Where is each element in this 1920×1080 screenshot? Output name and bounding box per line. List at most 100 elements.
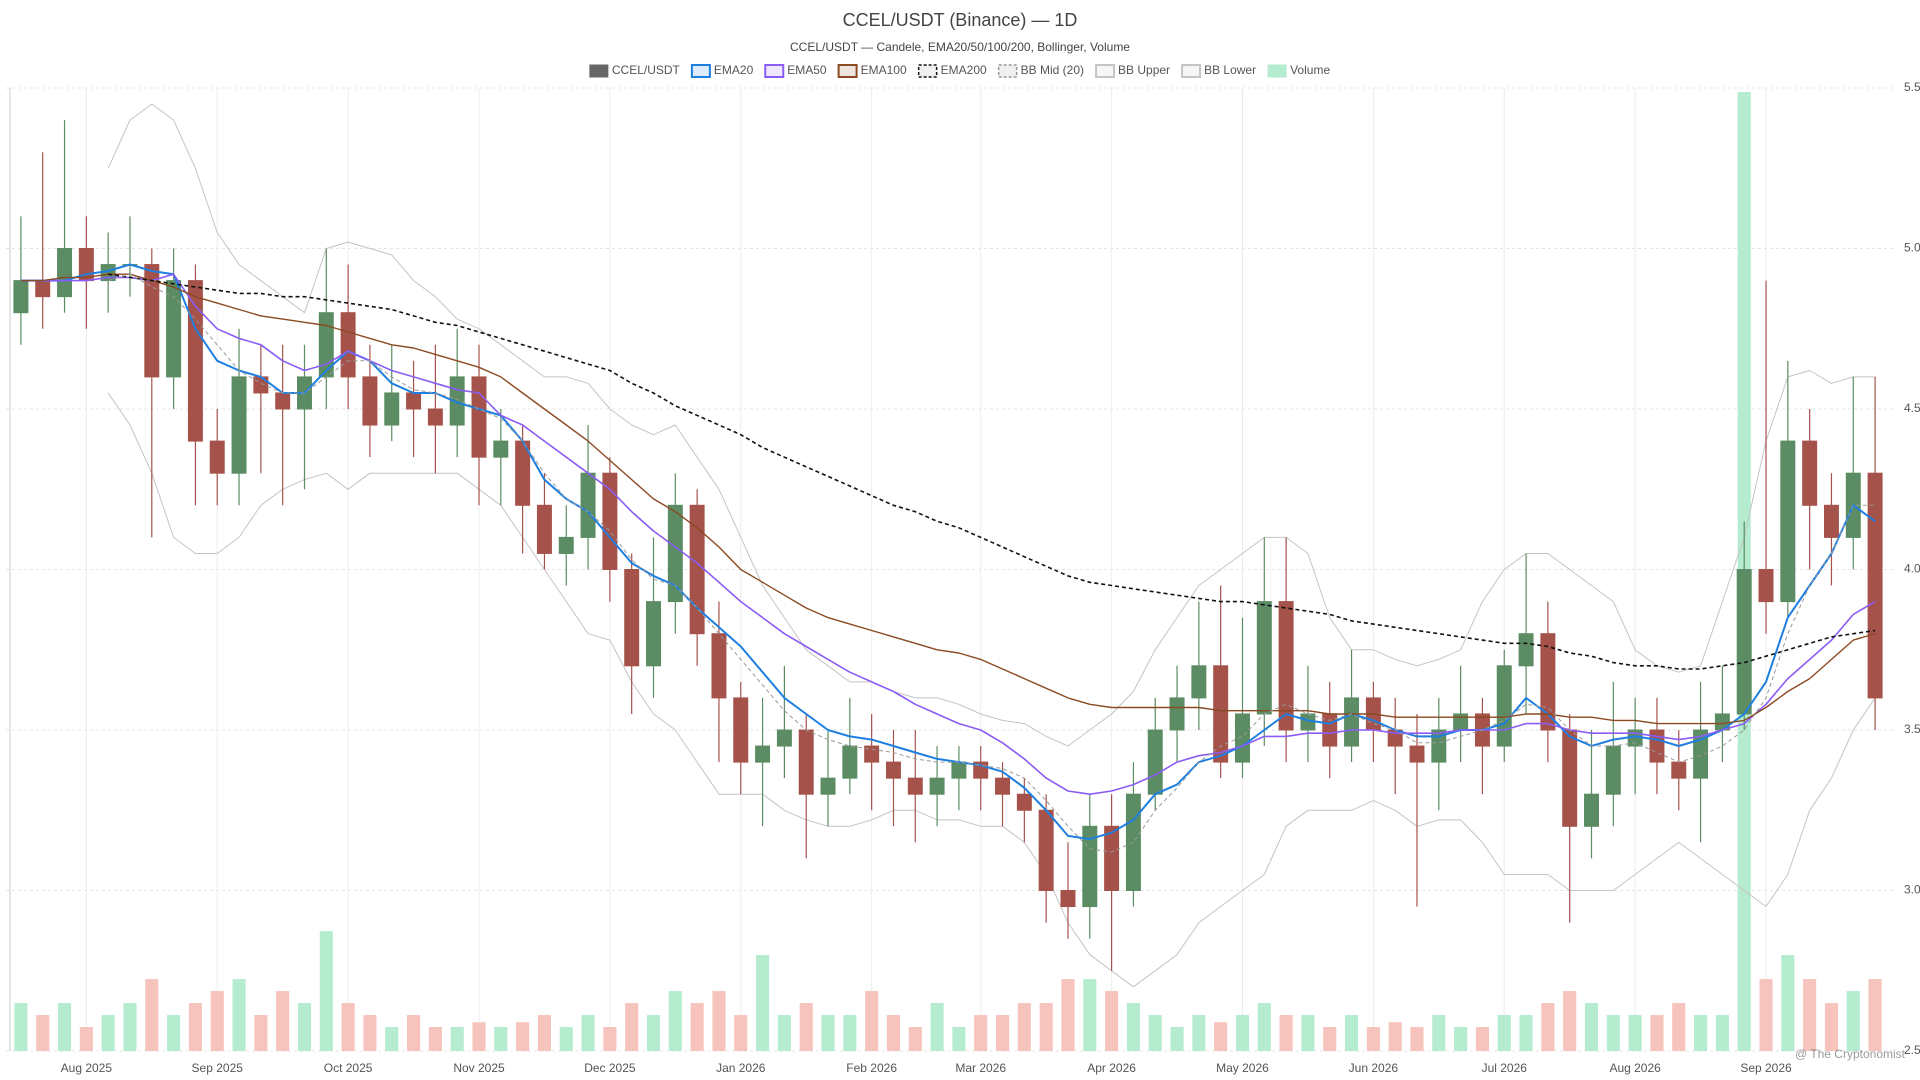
volume-layer [14,92,1882,1051]
candle-body [776,729,792,747]
candle-body [231,376,247,474]
volume-bar [821,1015,835,1051]
candle-body [580,472,596,538]
volume-bar [472,1022,486,1051]
volume-bar [537,1015,551,1051]
candle-body [1562,729,1578,827]
legend-label: EMA50 [787,63,827,77]
volume-bar [319,931,333,1051]
y-tick-label: 5.0 [1904,241,1920,255]
volume-bar [1148,1015,1162,1051]
volume-bar [1563,991,1577,1051]
candle-body [646,601,661,667]
volume-bar [974,1015,988,1051]
candle-body [951,761,967,779]
candle-body [1038,809,1054,891]
indicator-line [20,273,1876,796]
volume-bar [995,1015,1010,1051]
volume-bar [516,1022,530,1051]
volume-bar [1214,1022,1228,1051]
legend-swatch [764,64,785,78]
candle-body [929,777,945,795]
legend-label: EMA20 [714,63,754,77]
candle-body [1453,713,1469,731]
candle-body [907,777,923,795]
y-tick-label: 4.0 [1904,562,1920,576]
legend-swatch [917,64,938,78]
volume-bar [1323,1027,1337,1051]
volume-bar [734,1015,748,1051]
x-tick-label: Dec 2025 [584,1061,636,1075]
volume-bar [167,1015,181,1051]
legend-label: BB Lower [1204,63,1256,77]
volume-bar [668,991,682,1051]
candle-body [1213,665,1229,763]
candle-body [493,440,509,458]
candle-body [1169,697,1185,731]
volume-bar [1715,1015,1729,1051]
candle-body [885,761,901,779]
volume-bar [1432,1015,1446,1051]
candle-body [1605,745,1621,795]
candle-body [1016,793,1032,811]
legend-swatch [589,64,609,78]
volume-bar [712,991,726,1051]
candle-body [1082,825,1098,908]
volume-bar [232,979,246,1051]
x-tick-label: Sep 2026 [1740,1061,1792,1075]
volume-bar [930,1003,944,1051]
volume-bar [254,1015,268,1051]
volume-bar [756,955,770,1051]
x-tick-label: Sep 2025 [192,1061,244,1075]
candle-body [471,376,487,458]
candle-body [1693,729,1709,779]
volume-bar [1279,1015,1293,1051]
volume-bar [1803,979,1817,1051]
volume-bar [1170,1027,1184,1051]
volume-bar [886,1015,901,1051]
candle-body [144,264,160,378]
volume-bar [36,1015,50,1051]
volume-bar [1824,1003,1839,1051]
x-tick-label: May 2026 [1216,1061,1269,1075]
volume-bar [188,1003,202,1051]
candle-body [1780,440,1796,603]
x-tick-label: Jul 2026 [1482,1061,1528,1075]
volume-bar [1017,1003,1031,1051]
volume-bar [1192,1015,1206,1051]
y-tick-label: 3.0 [1904,883,1920,897]
candle-body [624,569,640,667]
axes: 2.5 3.0 3.5 4.0 4.5 5.0 5.5 Aug 2025 Sep 2025 Oct… [9,80,1920,1075]
candle-body [842,745,858,779]
volume-bar [1410,1027,1424,1051]
volume-bar [210,991,224,1051]
legend-swatch [1095,64,1116,78]
indicator-line [20,273,1876,725]
indicator-line [108,273,1876,670]
y-tick-label: 4.5 [1904,401,1920,415]
volume-bar [1606,1015,1620,1051]
volume-bar [1475,1027,1489,1051]
volume-bar [1388,1022,1402,1051]
volume-bar [908,1027,922,1051]
candle-body [1518,633,1534,667]
volume-bar [1497,1015,1511,1051]
volume-bar [1345,1015,1359,1051]
candle-body [1823,504,1839,538]
volume-bar [1759,979,1773,1051]
x-tick-label: Oct 2025 [324,1061,373,1075]
candle-body [1802,440,1818,506]
x-tick-label: Jan 2026 [716,1061,766,1075]
volume-bar [297,1003,312,1051]
volume-bar [1235,1015,1250,1051]
indicator-line [20,263,1876,841]
indicator-line [107,392,1876,988]
indicator-line [108,273,1876,853]
legend-label: Volume [1290,63,1330,77]
volume-bar [799,1003,813,1051]
candle-body [1736,569,1752,715]
volume-bar [123,1003,137,1051]
volume-bar [79,1027,93,1051]
candle-body [1147,729,1163,795]
candle-body [1104,825,1120,891]
